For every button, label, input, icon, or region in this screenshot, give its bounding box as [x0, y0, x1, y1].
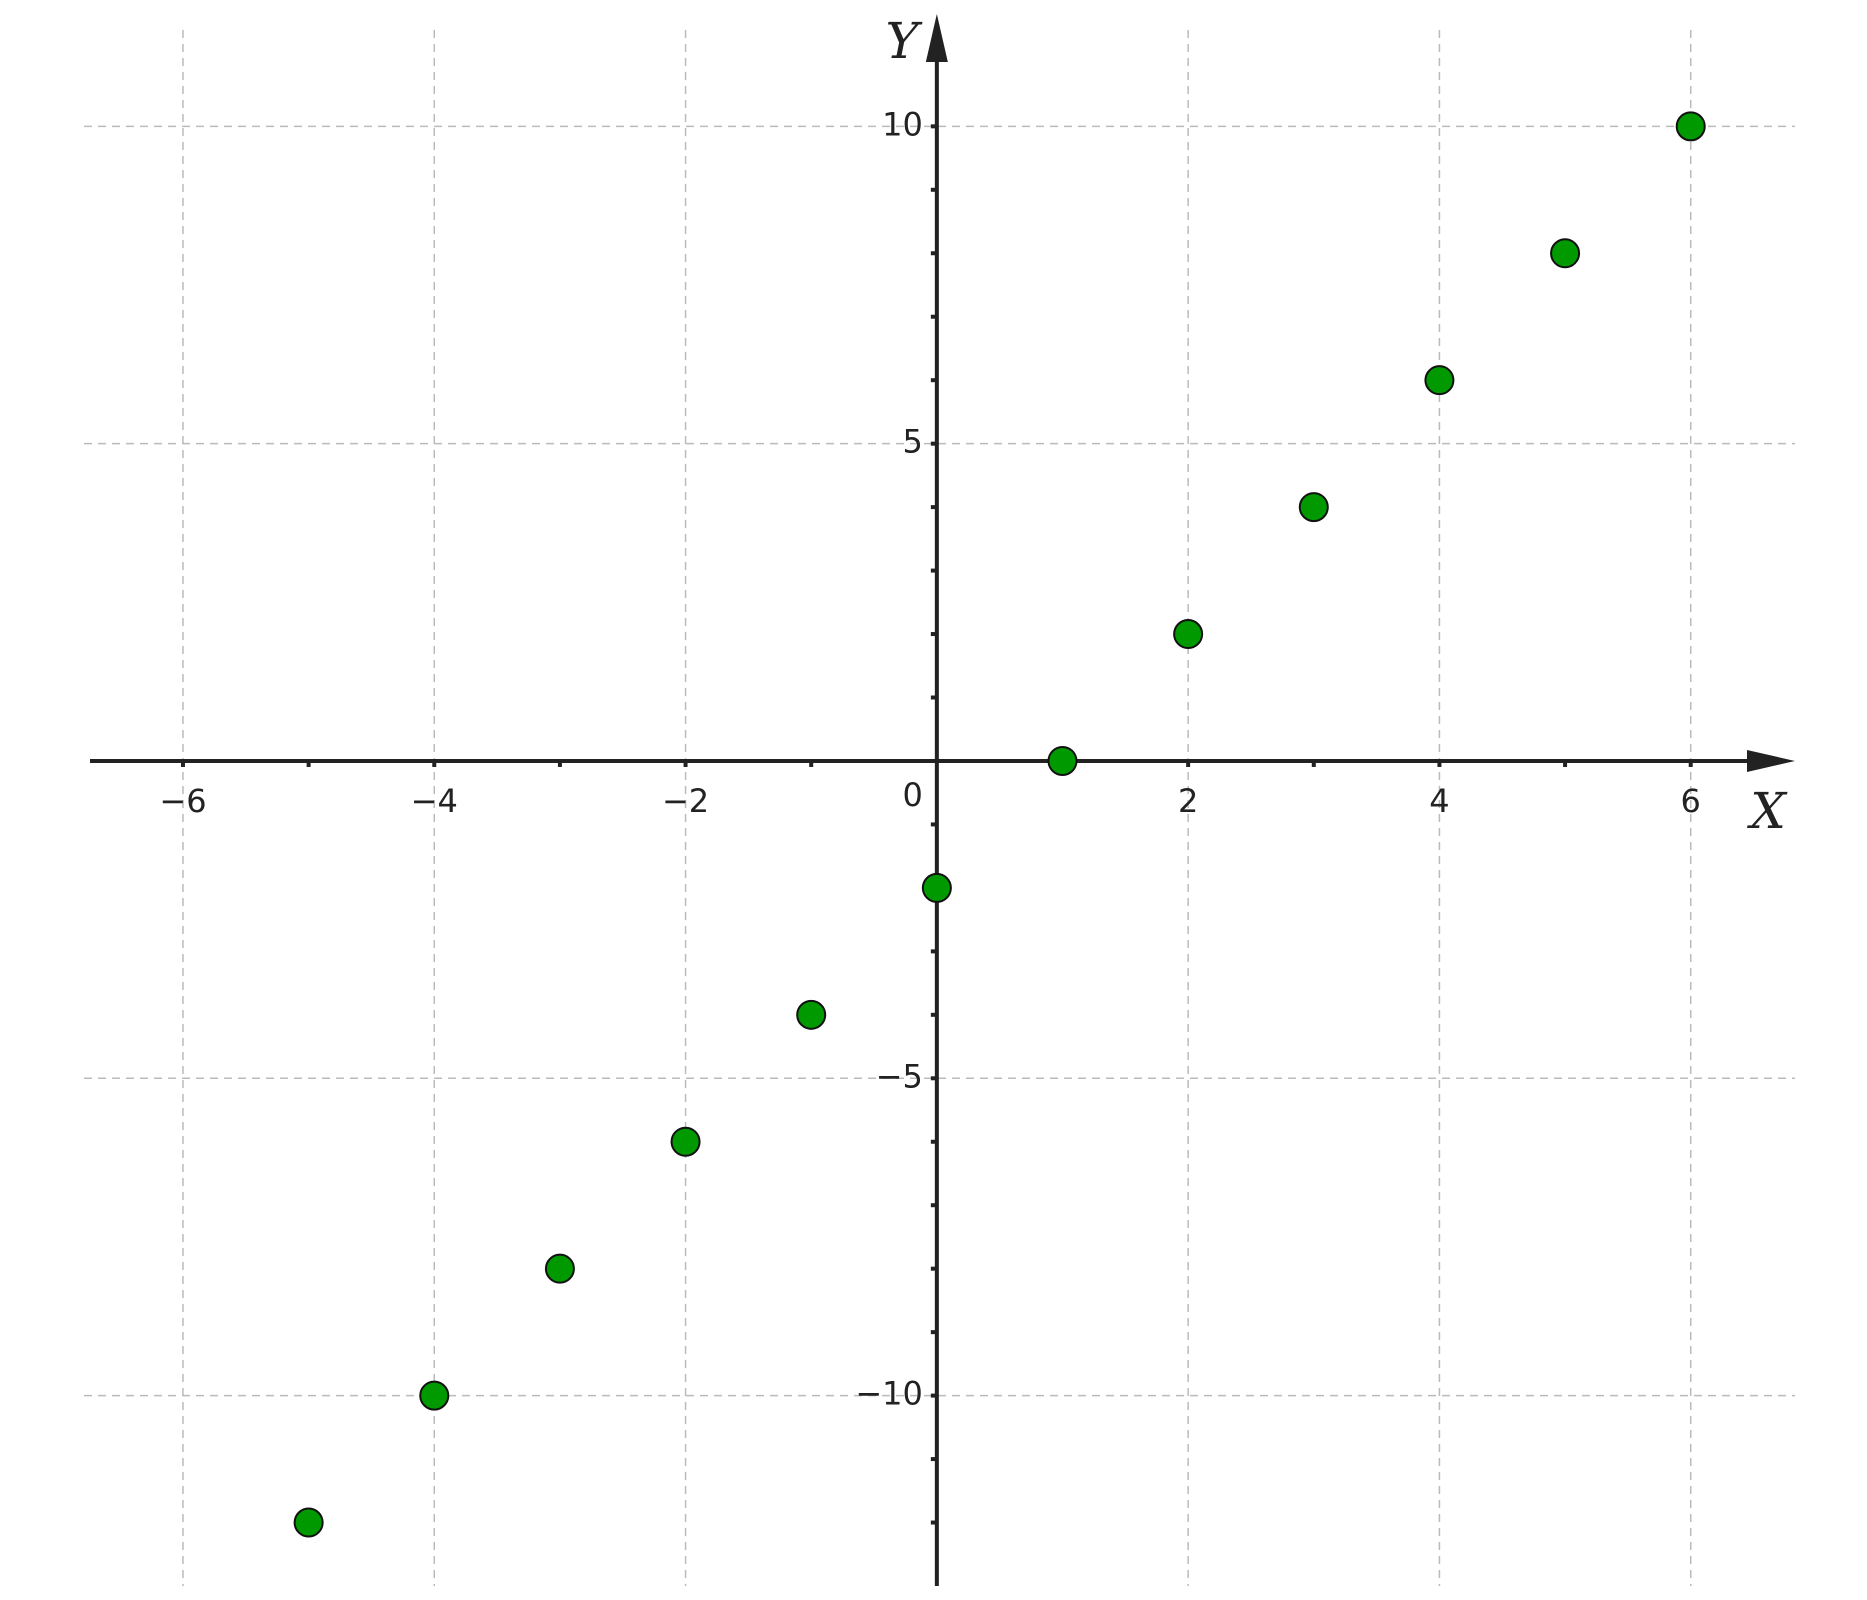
point — [1424, 365, 1455, 396]
x-axis-arrow — [1747, 749, 1795, 772]
y-axis-arrow — [925, 14, 948, 62]
point — [1550, 238, 1581, 269]
point — [544, 1253, 575, 1284]
point — [419, 1380, 450, 1411]
point — [1047, 745, 1078, 776]
point — [1173, 619, 1204, 650]
point — [293, 1507, 324, 1538]
x-tick-label: −4 — [411, 782, 458, 820]
x-tick-label: −6 — [159, 782, 206, 820]
y-tick-label: −10 — [855, 1375, 923, 1413]
point — [796, 999, 827, 1030]
y-tick-label: 5 — [902, 423, 922, 461]
y-tick-label: 10 — [882, 105, 923, 143]
point — [1675, 111, 1706, 142]
point — [670, 1126, 701, 1157]
x-tick-label: −2 — [662, 782, 709, 820]
y-axis-title: Y — [885, 12, 922, 70]
point — [1298, 492, 1329, 523]
origin-label: 0 — [902, 776, 922, 814]
x-tick-label: 2 — [1178, 782, 1198, 820]
x-tick-label: 6 — [1681, 782, 1701, 820]
x-tick-label: 4 — [1429, 782, 1449, 820]
x-axis-title: X — [1746, 782, 1788, 840]
point — [921, 872, 952, 903]
y-tick-label: −5 — [876, 1057, 923, 1095]
